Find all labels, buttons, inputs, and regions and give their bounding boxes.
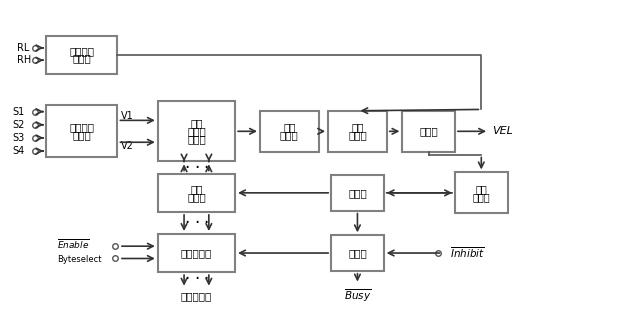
Text: ·: · — [194, 214, 199, 232]
Text: 误差: 误差 — [283, 122, 295, 132]
Text: VEL: VEL — [492, 126, 513, 136]
FancyBboxPatch shape — [46, 105, 118, 157]
Text: S4: S4 — [12, 146, 25, 156]
Text: 放大器: 放大器 — [73, 54, 91, 64]
Text: 积分器: 积分器 — [419, 126, 438, 136]
Text: V1: V1 — [121, 111, 133, 121]
Text: 正余弦: 正余弦 — [187, 126, 206, 136]
Text: 放大器: 放大器 — [280, 130, 299, 140]
Text: 单稳态: 单稳态 — [348, 188, 367, 198]
Text: $\overline{Inhibit}$: $\overline{Inhibit}$ — [450, 246, 485, 260]
Text: 数字量输出: 数字量输出 — [181, 291, 212, 301]
Text: ·: · — [203, 214, 208, 232]
Text: ·: · — [203, 270, 208, 288]
Text: V2: V2 — [121, 141, 134, 151]
Text: S2: S2 — [12, 120, 25, 130]
Text: 放大器: 放大器 — [73, 130, 91, 140]
Text: 输入信号: 输入信号 — [70, 122, 95, 132]
FancyBboxPatch shape — [328, 111, 387, 152]
FancyBboxPatch shape — [455, 172, 508, 213]
Text: ·: · — [185, 214, 190, 232]
FancyBboxPatch shape — [158, 101, 235, 162]
Text: ·: · — [185, 270, 190, 288]
FancyBboxPatch shape — [158, 234, 235, 272]
Text: ·: · — [203, 159, 208, 176]
Text: Byteselect: Byteselect — [57, 255, 101, 264]
FancyBboxPatch shape — [331, 235, 384, 271]
Text: $\overline{Busy}$: $\overline{Busy}$ — [344, 287, 371, 304]
Text: RL: RL — [17, 43, 29, 53]
FancyBboxPatch shape — [331, 175, 384, 211]
FancyBboxPatch shape — [158, 174, 235, 212]
Text: 可逆: 可逆 — [190, 184, 203, 194]
FancyBboxPatch shape — [46, 35, 118, 74]
Text: S3: S3 — [12, 133, 25, 143]
Text: 单稳态: 单稳态 — [348, 248, 367, 258]
FancyBboxPatch shape — [402, 111, 455, 152]
Text: RH: RH — [17, 55, 31, 65]
Text: S1: S1 — [12, 107, 25, 117]
Text: 三态锁存器: 三态锁存器 — [181, 248, 212, 258]
FancyBboxPatch shape — [260, 111, 318, 152]
Text: ·: · — [194, 159, 199, 176]
Text: 振荡器: 振荡器 — [473, 192, 490, 202]
Text: 高速: 高速 — [190, 118, 203, 129]
Text: 计数器: 计数器 — [187, 192, 206, 202]
Text: ·: · — [185, 159, 190, 176]
Text: 参考电压: 参考电压 — [70, 46, 95, 56]
Text: 乘法器: 乘法器 — [187, 134, 206, 144]
Text: 压控: 压控 — [475, 184, 487, 194]
Text: 解调器: 解调器 — [348, 130, 367, 140]
Text: ·: · — [194, 270, 199, 288]
Text: $\overline{Enable}$: $\overline{Enable}$ — [57, 237, 90, 251]
Text: 相敏: 相敏 — [351, 122, 364, 132]
